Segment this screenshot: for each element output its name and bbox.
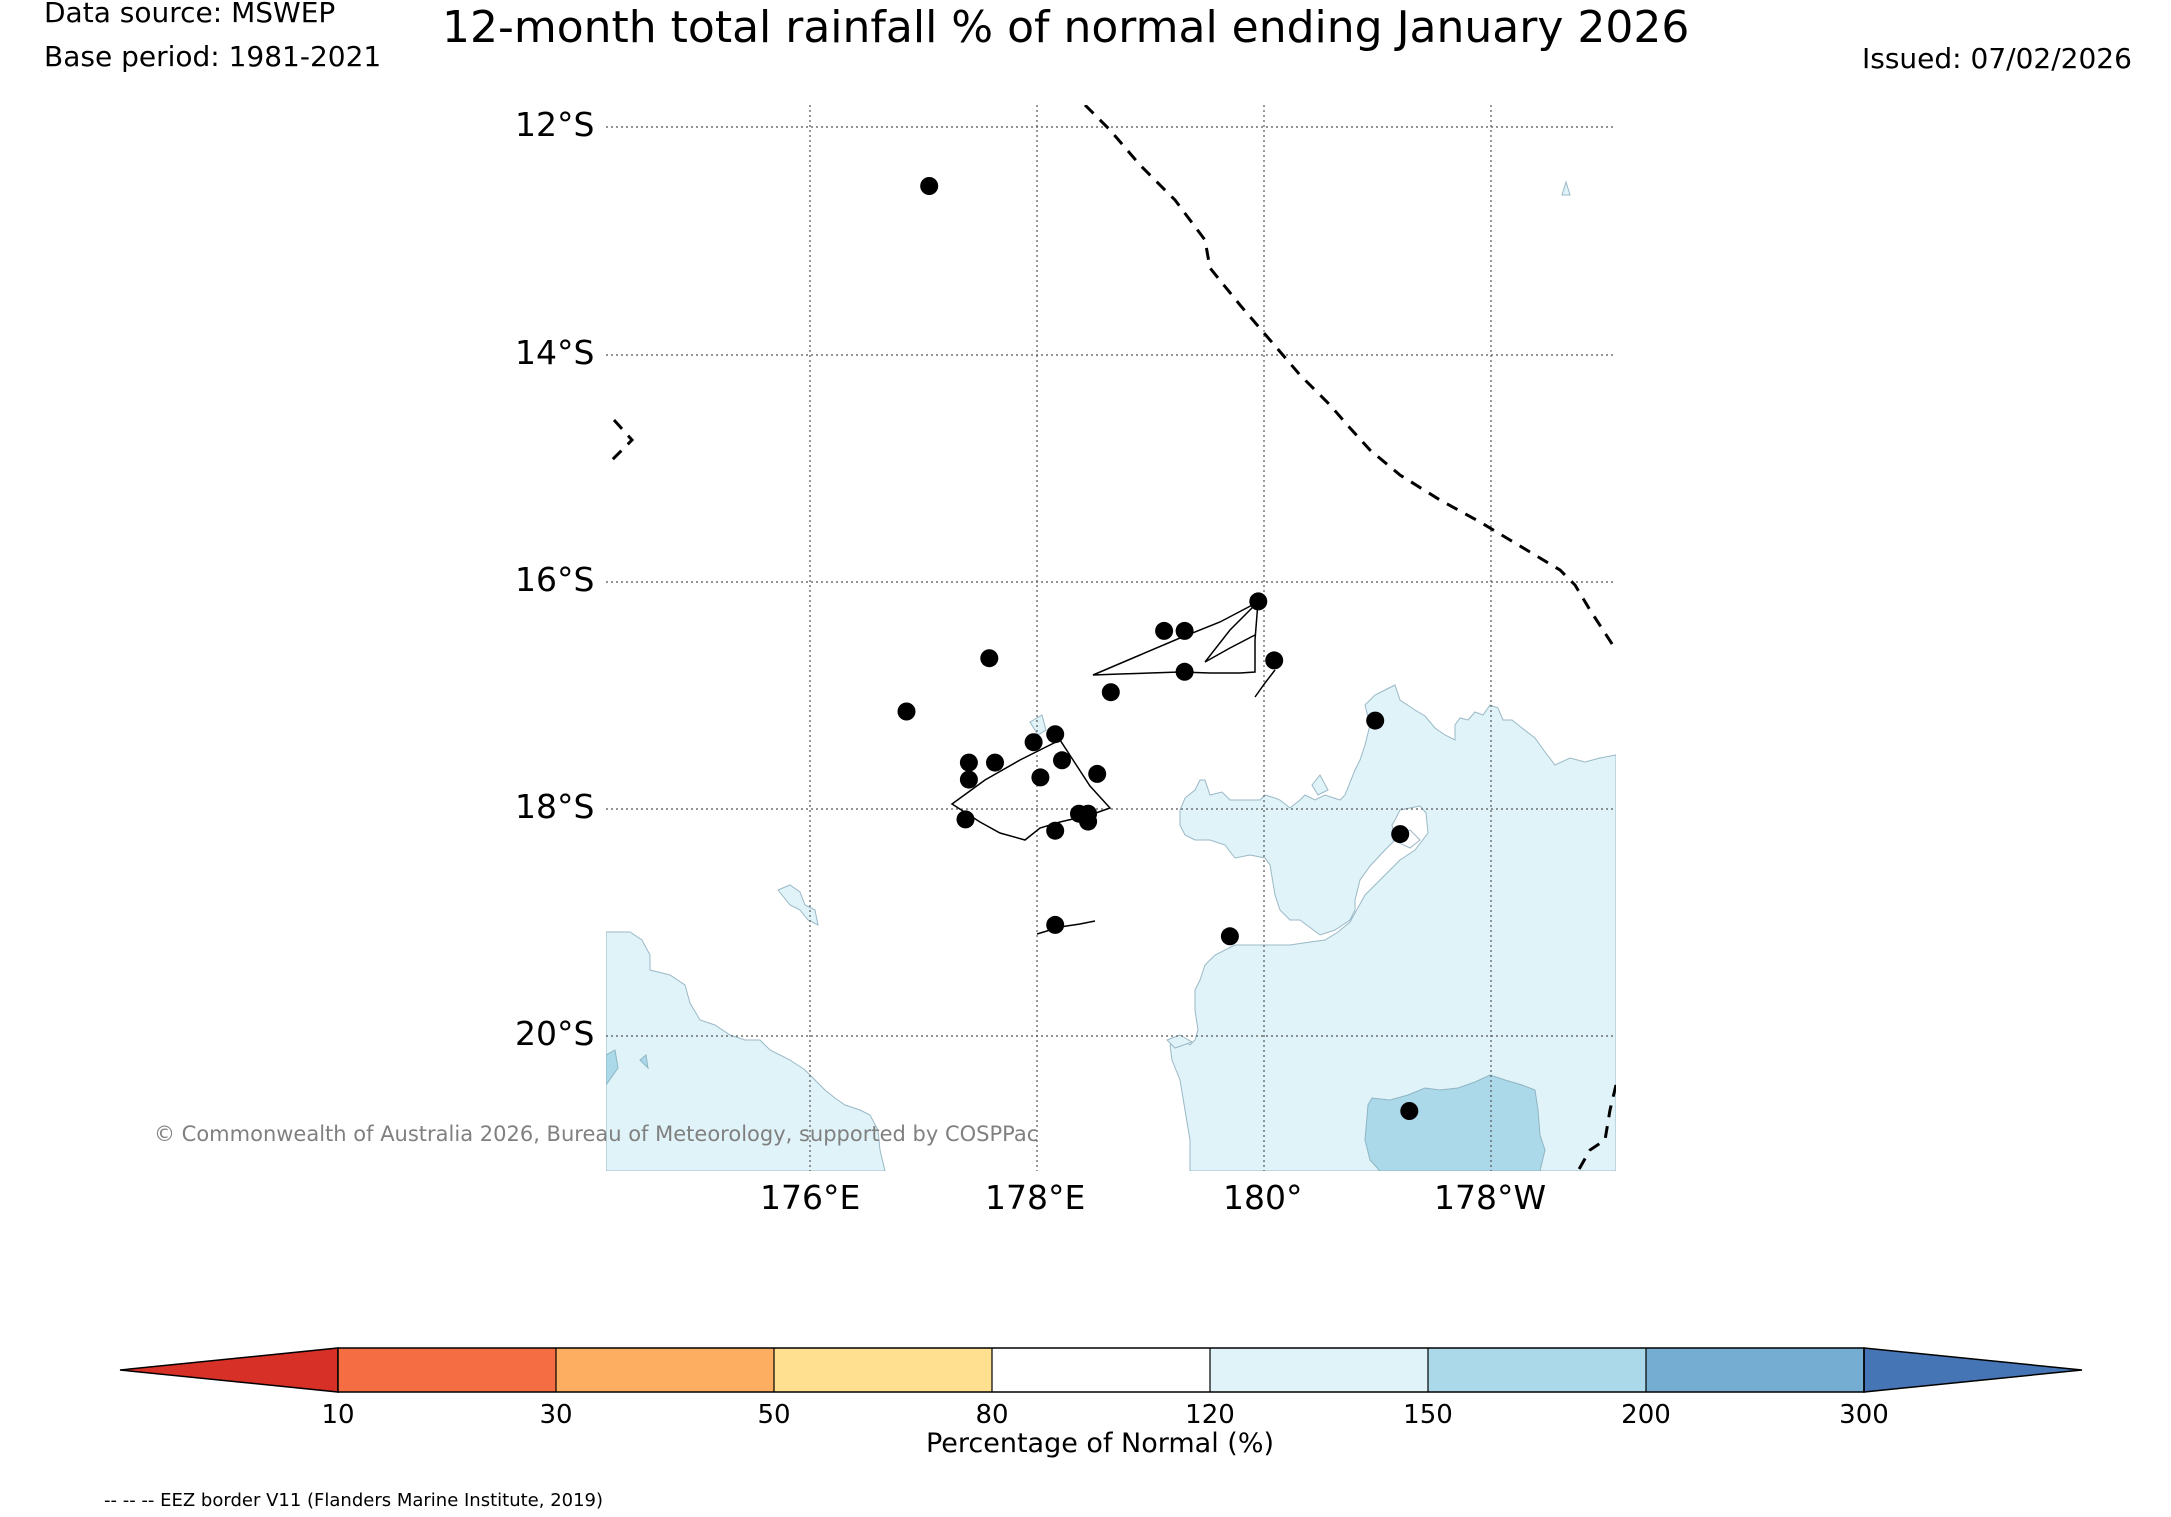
colorbar-title: Percentage of Normal (%) [925, 1428, 1275, 1459]
vanua-levu-coastline [1092, 600, 1259, 676]
eez-border-northeast [1083, 105, 1616, 651]
station-marker [1220, 927, 1239, 946]
colorbar-bin-30-50 [556, 1348, 774, 1392]
station-marker [1046, 915, 1065, 934]
colorbar-tick-200: 200 [1621, 1400, 1671, 1430]
colorbar [119, 1347, 2083, 1393]
station-marker [1175, 621, 1194, 640]
rainfall-field-layer [606, 180, 1616, 1171]
eez-border-west [610, 418, 635, 462]
copyright-notice: © Commonwealth of Australia 2026, Bureau… [154, 1122, 1039, 1146]
station-marker [1079, 812, 1098, 831]
eez-border-layer [610, 105, 1616, 1171]
station-marker [897, 702, 916, 721]
rainfall-zone-islet-7 [639, 1054, 649, 1070]
data-source-label: Data source: MSWEP [44, 0, 336, 29]
vanua-levu-inner-line [1204, 601, 1259, 663]
rainfall-zone-islet-2 [777, 884, 819, 926]
station-layer [897, 177, 1419, 1120]
lat-label-18s: 18°S [515, 787, 595, 826]
station-marker [1391, 825, 1410, 844]
colorbar-bin-80-120 [992, 1348, 1210, 1392]
colorbar-dividers [555, 1348, 1647, 1392]
graticule [606, 105, 1616, 1171]
colorbar-bin-200-300 [1646, 1348, 1864, 1392]
colorbar-bin-10-30 [338, 1348, 556, 1392]
station-marker [1101, 683, 1120, 702]
station-marker [959, 770, 978, 789]
colorbar-frame [337, 1347, 1865, 1393]
rainfall-zone-islet-3 [1561, 180, 1571, 196]
colorbar-tick-300: 300 [1839, 1400, 1889, 1430]
lat-label-14s: 14°S [515, 333, 595, 372]
colorbar-bin-150-200 [1428, 1348, 1646, 1392]
station-marker [986, 753, 1004, 772]
station-marker [1088, 764, 1107, 783]
station-marker [1024, 733, 1043, 752]
eez-legend-footnote: -- -- -- EEZ border V11 (Flanders Marine… [104, 1490, 604, 1511]
lon-label-176e: 176°E [760, 1178, 861, 1217]
colorbar-tick-30: 30 [539, 1400, 573, 1430]
station-marker [1053, 751, 1071, 770]
station-marker [1265, 651, 1284, 670]
rainfall-zone-120-150-east [1169, 684, 1616, 1171]
colorbar-tick-10: 10 [321, 1400, 355, 1430]
kadavu-coastline [1036, 920, 1096, 935]
station-marker [1175, 662, 1194, 681]
issued-date-label: Issued: 07/02/2026 [1862, 42, 2132, 75]
lat-label-12s: 12°S [515, 105, 595, 144]
rainfall-zone-islet-6 [606, 1049, 619, 1086]
lat-label-20s: 20°S [515, 1014, 595, 1053]
station-marker [956, 810, 975, 829]
chart-title: 12-month total rainfall % of normal endi… [442, 2, 1690, 53]
colorbar-tick-120: 120 [1185, 1400, 1235, 1430]
station-marker [1155, 621, 1174, 640]
colorbar-tick-150: 150 [1403, 1400, 1453, 1430]
colorbar-over-triangle [1863, 1347, 2083, 1393]
rainfall-zone-islet-4 [1311, 774, 1329, 796]
lon-label-178e: 178°E [985, 1178, 1086, 1217]
station-marker [980, 649, 999, 668]
colorbar-under-triangle [119, 1347, 339, 1393]
colorbar-tick-50: 50 [757, 1400, 791, 1430]
rainfall-zone-islet-1 [1029, 714, 1047, 736]
colorbar-bin-120-150 [1210, 1348, 1428, 1392]
colorbar-bin-50-80 [774, 1348, 992, 1392]
base-period-label: Base period: 1981-2021 [44, 40, 382, 73]
station-marker [1046, 821, 1065, 840]
colorbar-tick-80: 80 [975, 1400, 1009, 1430]
station-marker [1366, 711, 1385, 730]
rainfall-zone-150-200 [1364, 1074, 1546, 1171]
station-marker [1031, 768, 1050, 787]
rainfall-zone-islet-5 [1166, 1034, 1194, 1049]
station-marker [1400, 1102, 1419, 1120]
lat-label-16s: 16°S [515, 560, 595, 599]
rainfall-zone-120-150-southwest [606, 931, 886, 1171]
lon-label-180: 180° [1223, 1178, 1303, 1217]
lon-label-178w: 178°W [1434, 1178, 1547, 1217]
station-marker [1249, 592, 1268, 611]
station-marker [959, 753, 978, 772]
station-marker [920, 177, 939, 195]
taveuni-coastline [1254, 669, 1276, 698]
viti-levu-coastline [950, 739, 1112, 841]
station-marker [1046, 725, 1065, 744]
